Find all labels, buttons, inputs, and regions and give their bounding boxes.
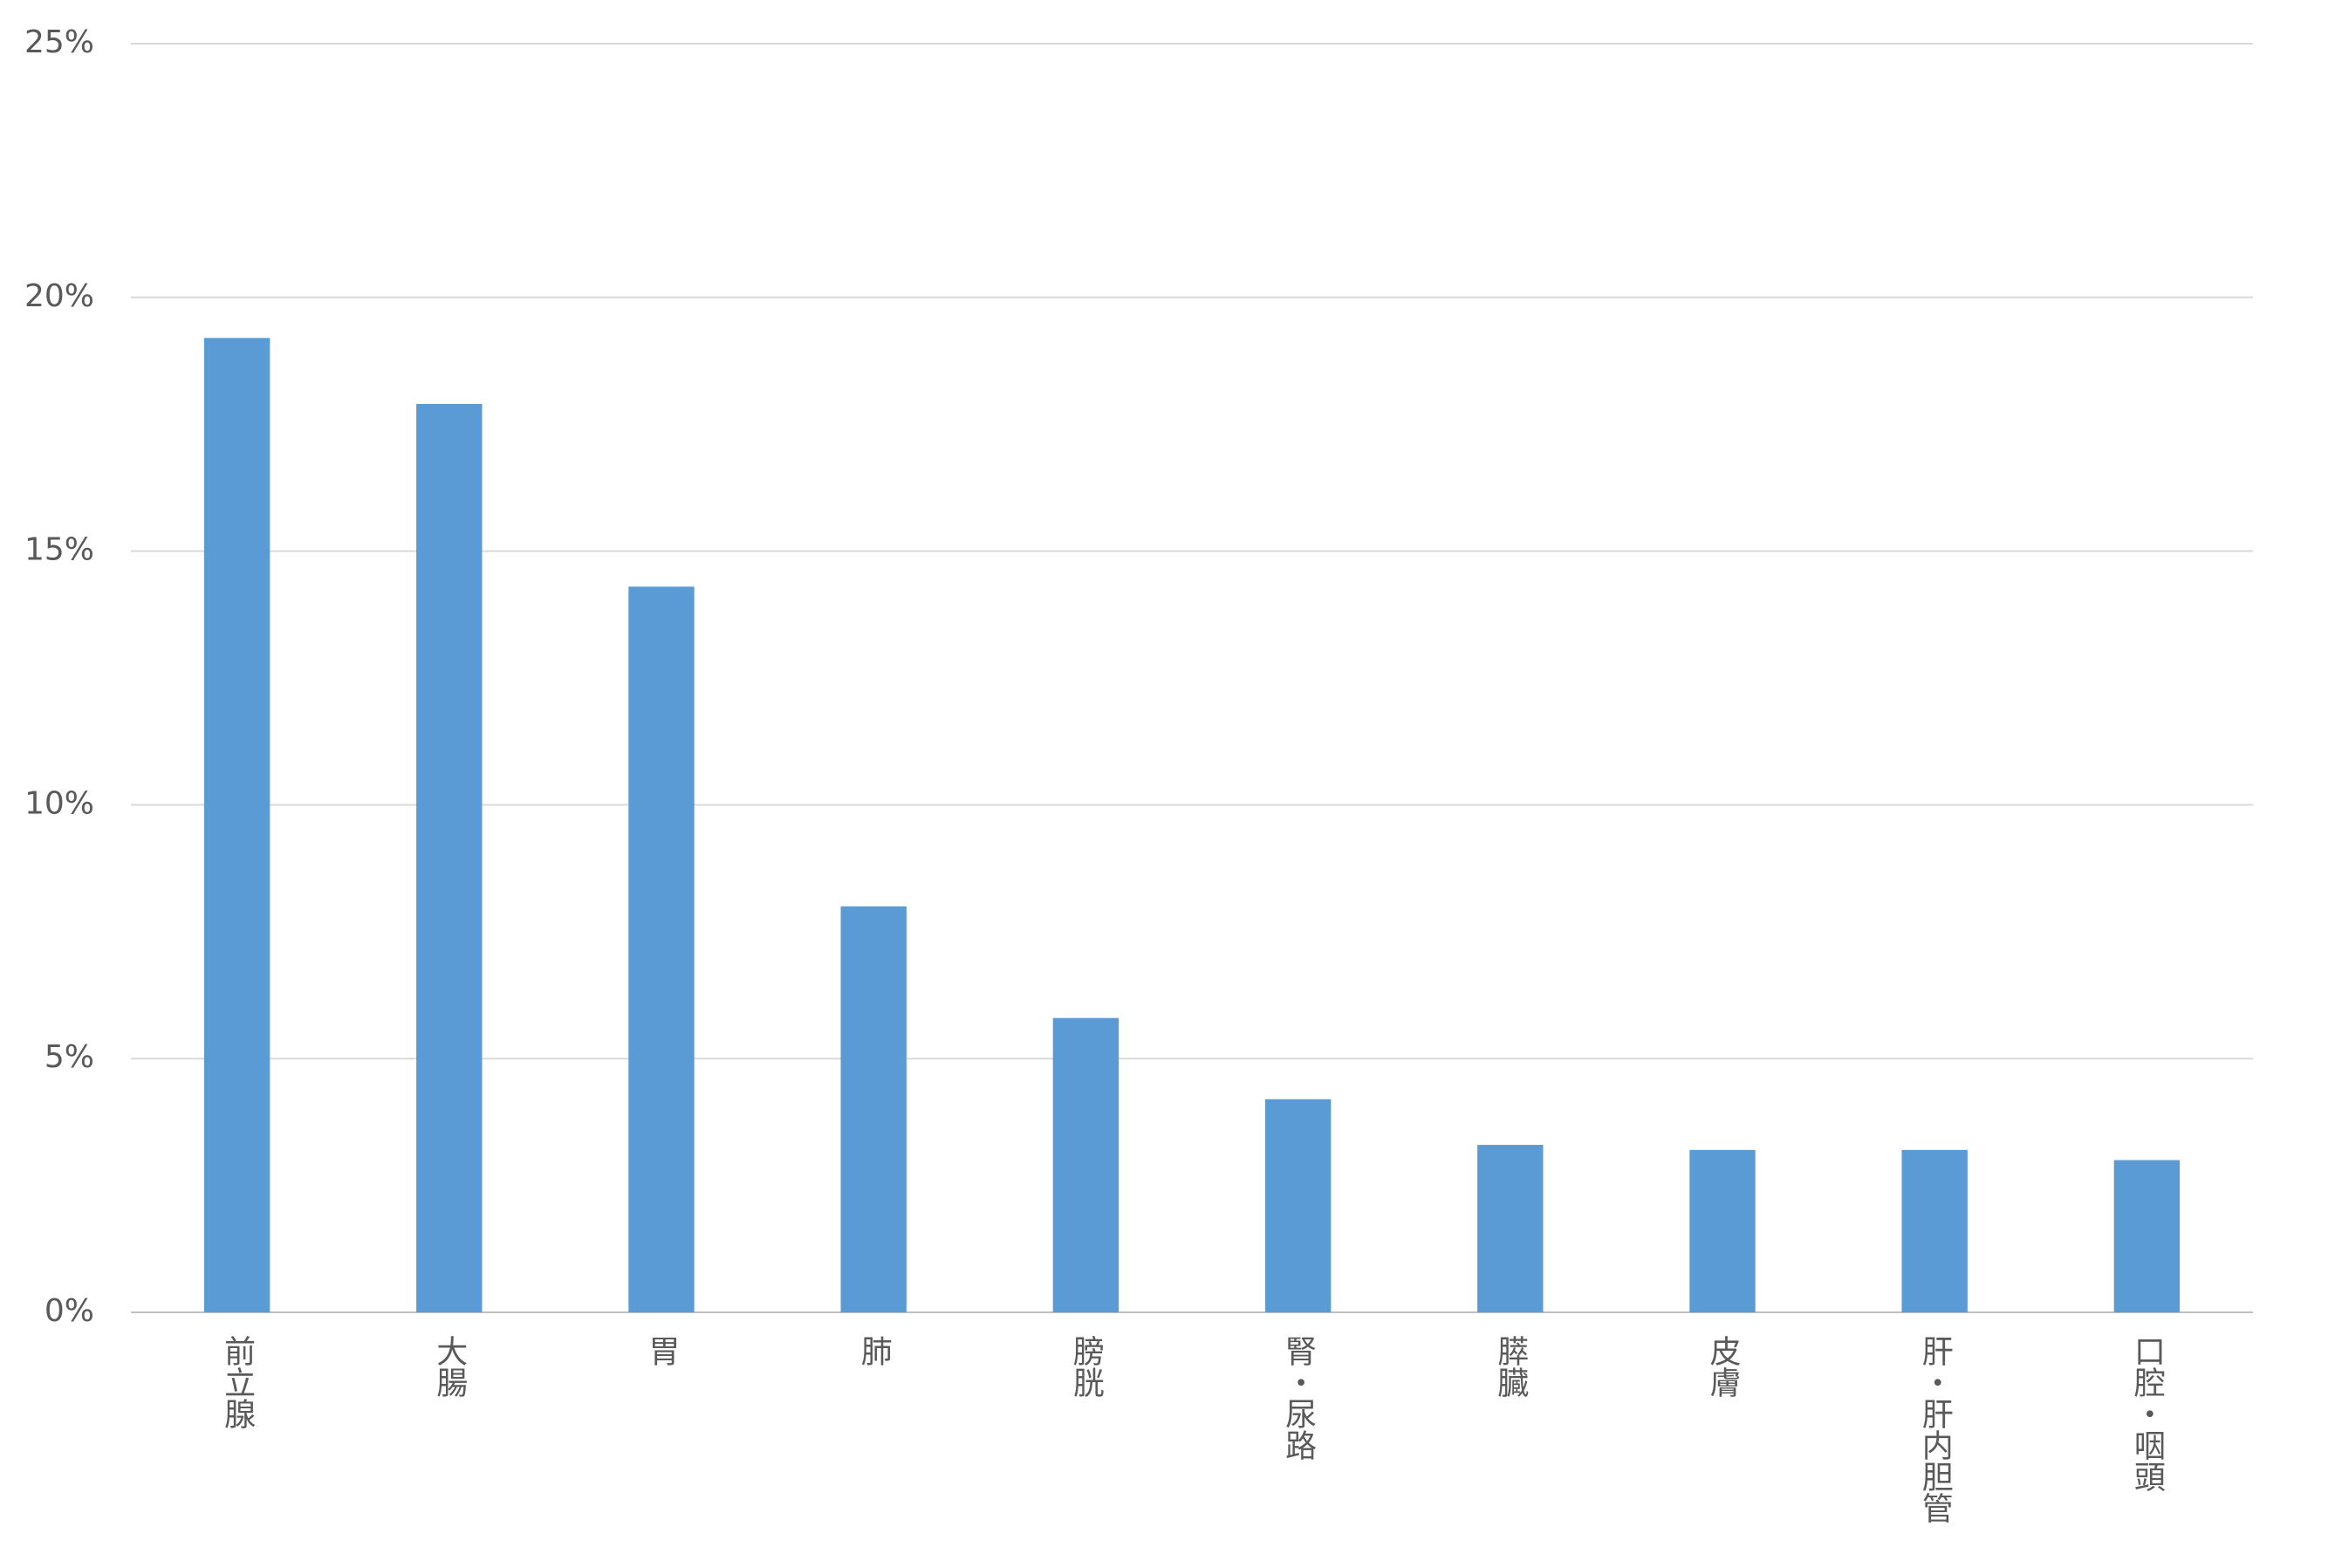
x-tick-label: 胃 [644,1335,680,1366]
x-tick-label: 肝・肝内胆管 [1917,1335,1953,1523]
y-tick-label: 15% [24,532,94,568]
y-tick-label: 10% [24,785,94,821]
bar [203,338,270,1312]
x-tick-label: 大腸 [431,1335,467,1398]
bar [416,403,483,1312]
y-tick-label: 0% [45,1293,94,1329]
y-tick-label: 5% [45,1039,94,1075]
x-tick-label: 膵臓 [1492,1335,1528,1398]
x-tick-label: 前立腺 [219,1335,255,1429]
x-tick-label: 肺 [856,1335,892,1366]
bar [1901,1149,1968,1312]
bar [1052,1017,1119,1312]
x-tick-label: 口腔・咽頭 [2129,1335,2166,1492]
y-tick-label: 25% [24,24,94,60]
y-tick-label: 20% [24,278,94,314]
bar [840,906,907,1312]
bar [628,586,695,1312]
x-tick-label: 腎・尿路 [1280,1335,1316,1461]
bar [1689,1149,1756,1312]
bar [2113,1160,2181,1312]
bar [1477,1145,1544,1312]
bar [1264,1099,1332,1312]
x-tick-label: 膀胱 [1068,1335,1105,1398]
x-tick-label: 皮膚 [1705,1335,1741,1398]
